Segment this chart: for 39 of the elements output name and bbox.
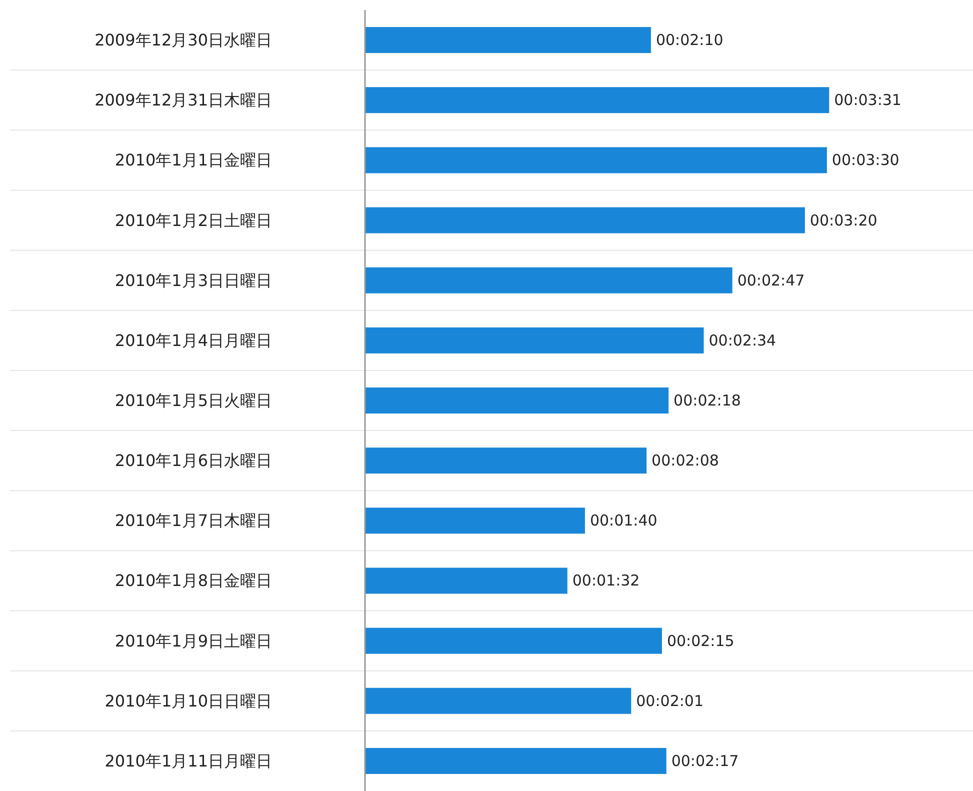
data-label: 00:02:10 — [656, 31, 724, 50]
y-tick-label: 2010年1月10日日曜日 — [104, 691, 272, 710]
data-label: 00:02:34 — [708, 331, 776, 350]
bar — [365, 327, 704, 354]
bar — [365, 448, 647, 474]
bar — [365, 207, 805, 234]
data-label: 00:01:40 — [590, 512, 658, 530]
y-tick-label: 2010年1月9日土曜日 — [114, 631, 272, 650]
bar — [365, 568, 568, 594]
data-label: 00:02:08 — [652, 452, 719, 470]
y-tick-label: 2010年1月7日木曜日 — [114, 511, 272, 530]
y-tick-label: 2010年1月3日日曜日 — [114, 270, 272, 290]
bar — [365, 748, 666, 774]
data-label: 00:03:30 — [832, 151, 900, 170]
bar — [365, 147, 827, 174]
y-tick-label: 2010年1月2日土曜日 — [114, 210, 272, 230]
bar — [365, 688, 632, 714]
data-label: 00:02:47 — [737, 271, 805, 290]
data-label: 00:02:15 — [666, 632, 734, 650]
data-label: 00:01:32 — [572, 572, 640, 590]
bar — [365, 508, 585, 534]
y-tick-label: 2010年1月5日火曜日 — [114, 391, 272, 410]
y-tick-label: 2010年1月8日金曜日 — [114, 571, 272, 590]
data-label: 00:02:01 — [636, 692, 704, 710]
bar — [365, 388, 669, 414]
y-tick-label: 2010年1月1日金曜日 — [114, 150, 272, 170]
data-label: 00:03:20 — [810, 211, 878, 230]
bar — [365, 628, 662, 654]
y-tick-label: 2010年1月6日水曜日 — [114, 451, 272, 470]
bar — [365, 267, 732, 294]
y-tick-label: 2010年1月11日月曜日 — [104, 751, 272, 770]
bar — [365, 27, 651, 54]
bar — [365, 87, 830, 114]
data-label: 00:02:17 — [671, 752, 739, 770]
y-tick-label: 2010年1月4日月曜日 — [114, 330, 272, 350]
data-label: 00:02:18 — [674, 392, 741, 410]
data-label: 00:03:31 — [834, 91, 902, 110]
y-tick-label: 2009年12月30日水曜日 — [94, 30, 272, 50]
y-tick-label: 2009年12月31日木曜日 — [94, 90, 272, 110]
